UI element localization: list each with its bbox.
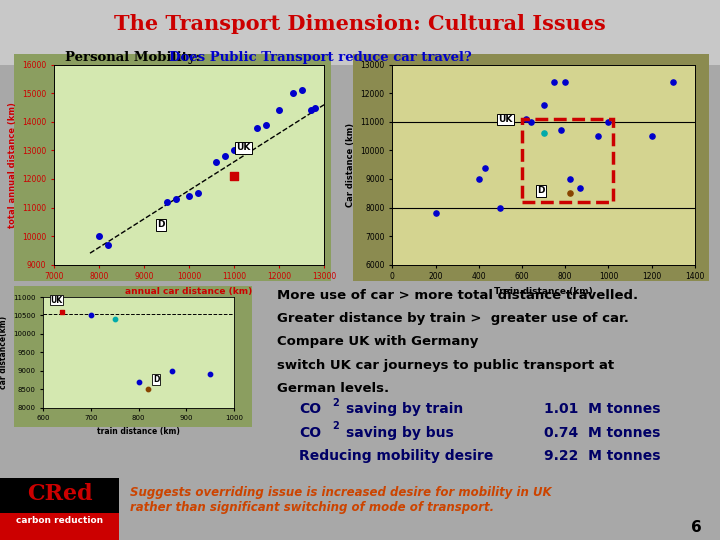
X-axis label: annual car distance (km): annual car distance (km)	[125, 287, 253, 296]
Point	[305, 106, 316, 115]
Point	[538, 129, 549, 138]
Text: 9.22  M tonnes: 9.22 M tonnes	[544, 449, 660, 463]
Point	[94, 232, 105, 240]
Point	[56, 307, 68, 316]
Point	[170, 194, 181, 203]
X-axis label: Train distance (km): Train distance (km)	[494, 287, 593, 296]
Point	[495, 203, 506, 212]
Text: saving by train: saving by train	[346, 402, 463, 416]
Point	[274, 106, 285, 115]
Point	[132, 377, 144, 386]
Text: UK: UK	[236, 144, 251, 152]
Point	[559, 78, 571, 86]
Point	[228, 146, 240, 155]
Y-axis label: car distance(km): car distance(km)	[0, 316, 7, 389]
Point	[549, 78, 560, 86]
Point	[143, 385, 154, 394]
Point	[251, 123, 262, 132]
Point	[109, 315, 120, 323]
Y-axis label: total annual distance (km): total annual distance (km)	[7, 102, 17, 228]
Point	[210, 158, 222, 166]
Text: More use of car > more total distance travelled.: More use of car > more total distance tr…	[277, 289, 639, 302]
Point	[480, 163, 491, 172]
Text: UK: UK	[50, 295, 63, 305]
Point	[166, 367, 178, 375]
Point	[161, 198, 172, 206]
Text: UK: UK	[498, 115, 513, 124]
Text: Compare UK with Germany: Compare UK with Germany	[277, 335, 479, 348]
Point	[204, 370, 216, 379]
Point	[525, 118, 536, 126]
Point	[85, 311, 96, 320]
Point	[538, 100, 549, 109]
Text: 6: 6	[691, 519, 702, 535]
Text: The Transport Dimension: Cultural Issues: The Transport Dimension: Cultural Issues	[114, 14, 606, 33]
Text: D: D	[153, 375, 159, 384]
Text: German levels.: German levels.	[277, 382, 390, 395]
Point	[238, 140, 249, 149]
Point	[310, 103, 321, 112]
Text: 2: 2	[333, 398, 339, 408]
Text: saving by bus: saving by bus	[346, 426, 454, 440]
Text: Suggests overriding issue is increased desire for mobility in UK
rather than sig: Suggests overriding issue is increased d…	[130, 486, 552, 514]
Text: CO: CO	[299, 402, 321, 416]
Point	[575, 183, 586, 192]
Point	[430, 209, 441, 218]
Point	[667, 78, 679, 86]
Text: CO: CO	[299, 426, 321, 440]
Text: 0.74  M tonnes: 0.74 M tonnes	[544, 426, 660, 440]
Point	[646, 132, 657, 140]
Text: D: D	[537, 186, 544, 195]
Point	[564, 174, 575, 183]
Point	[184, 192, 195, 200]
Y-axis label: Car distance (km): Car distance (km)	[346, 123, 355, 207]
Point	[192, 189, 204, 198]
Text: CRed: CRed	[27, 483, 93, 505]
Point	[564, 189, 575, 198]
Point	[521, 114, 532, 123]
Bar	[522, 119, 613, 202]
Point	[220, 152, 231, 160]
Point	[592, 132, 603, 140]
Point	[260, 120, 271, 129]
Text: 2: 2	[333, 421, 339, 431]
Text: Greater distance by train >  greater use of car.: Greater distance by train > greater use …	[277, 312, 629, 325]
Text: D: D	[158, 220, 165, 230]
Text: 1.01  M tonnes: 1.01 M tonnes	[544, 402, 660, 416]
Text: Reducing mobility desire: Reducing mobility desire	[299, 449, 493, 463]
X-axis label: train distance (km): train distance (km)	[97, 427, 180, 436]
Point	[287, 89, 298, 98]
Point	[603, 118, 614, 126]
Point	[228, 172, 240, 180]
Text: carbon reduction: carbon reduction	[16, 516, 104, 525]
Point	[473, 174, 485, 183]
Text: switch UK car journeys to public transport at: switch UK car journeys to public transpo…	[277, 359, 614, 372]
Text: Does Public Transport reduce car travel?: Does Public Transport reduce car travel?	[169, 51, 472, 64]
Point	[296, 86, 307, 95]
Point	[555, 126, 567, 135]
Text: Personal Mobility:: Personal Mobility:	[65, 51, 210, 64]
Point	[102, 240, 114, 249]
